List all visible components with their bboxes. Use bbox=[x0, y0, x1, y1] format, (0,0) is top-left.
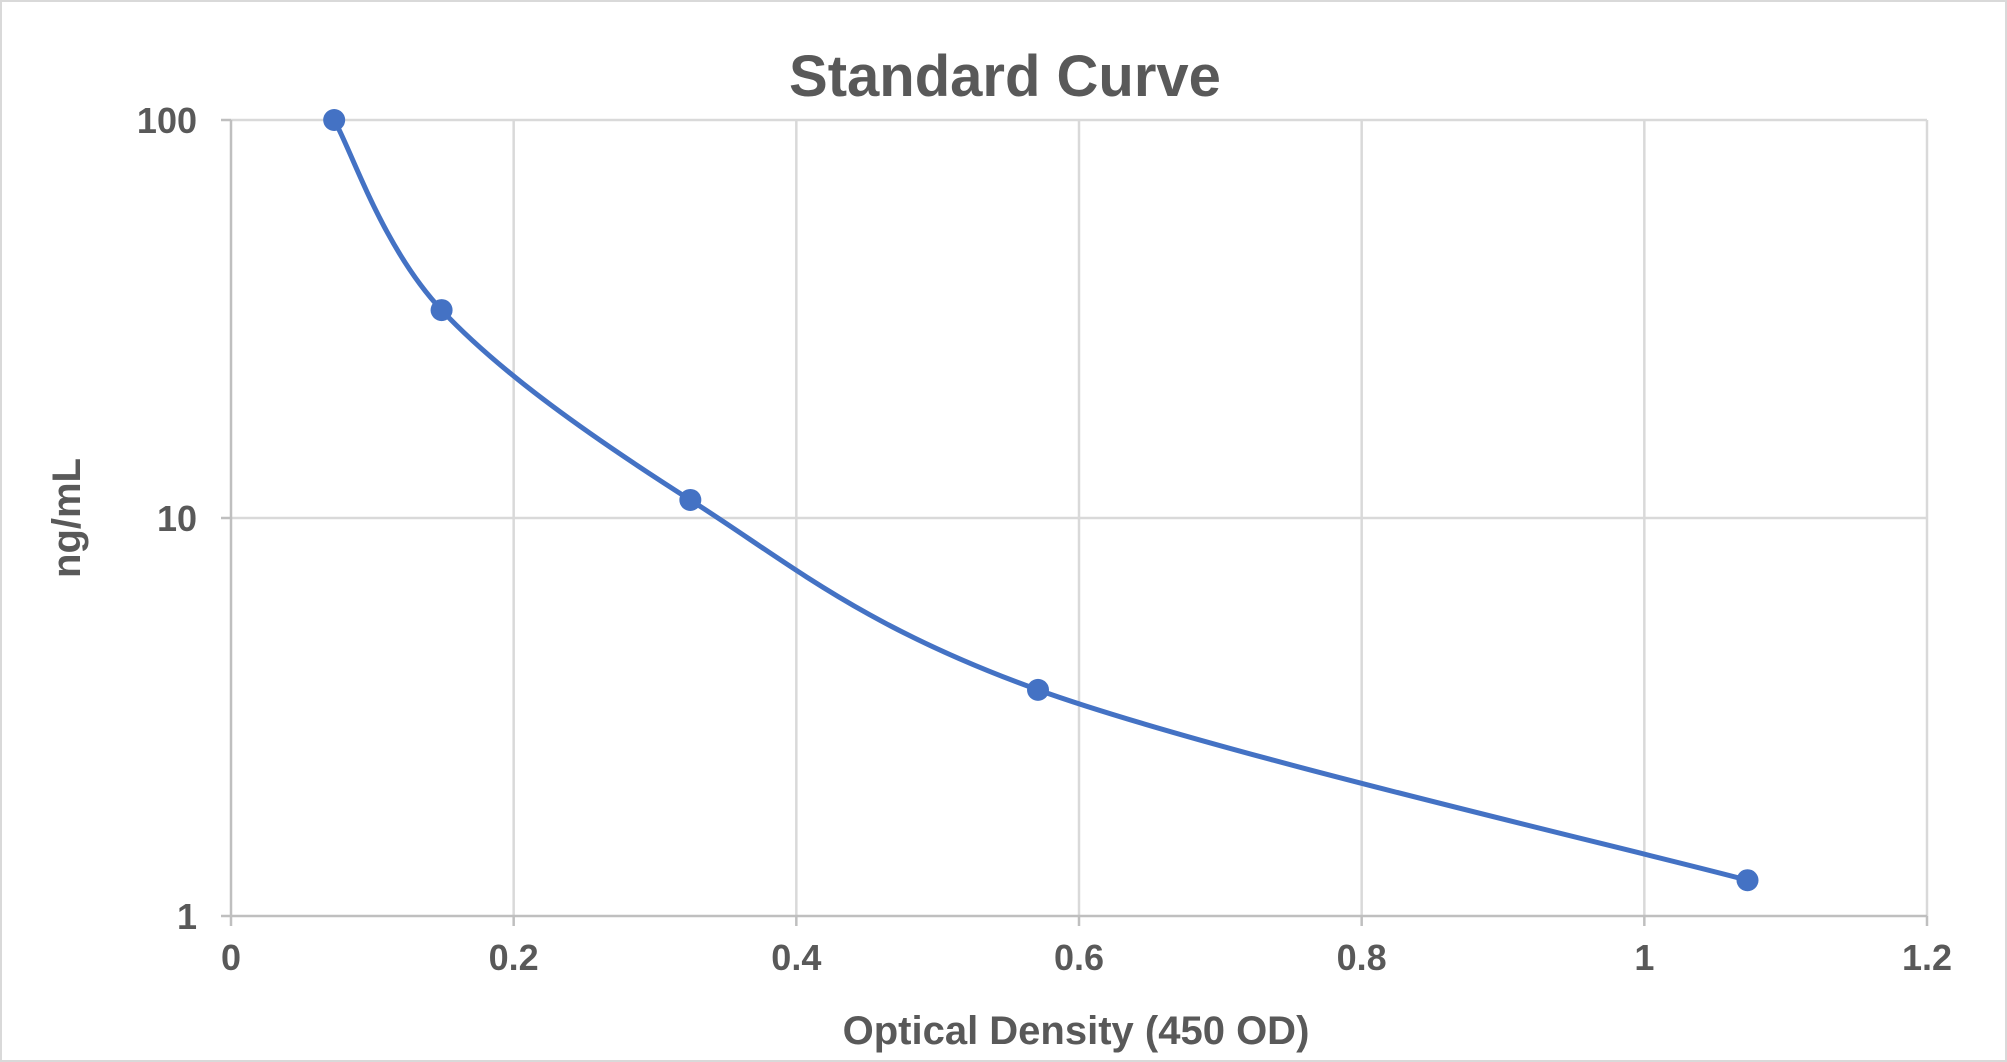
x-tick-label: 0 bbox=[221, 937, 241, 978]
data-point bbox=[1027, 678, 1050, 701]
x-tick-label: 0.2 bbox=[489, 937, 539, 978]
axes bbox=[221, 118, 1929, 926]
tick-labels: 0 0.2 0.4 0.6 0.8 1 1.2 1 10 100 bbox=[137, 100, 1952, 978]
y-tick-label: 1 bbox=[177, 896, 197, 937]
x-axis-title: Optical Density (450 OD) bbox=[843, 1009, 1310, 1053]
series-curve bbox=[323, 109, 1759, 892]
x-tick-label: 0.6 bbox=[1054, 937, 1104, 978]
data-point bbox=[679, 488, 702, 511]
x-tick-label: 0.8 bbox=[1337, 937, 1387, 978]
data-point bbox=[323, 109, 346, 131]
y-tick-label: 10 bbox=[157, 498, 197, 539]
grid bbox=[231, 118, 1929, 916]
series-line bbox=[331, 117, 1751, 883]
chart-title: Standard Curve bbox=[789, 44, 1221, 109]
x-tick-label: 1 bbox=[1634, 937, 1654, 978]
x-tick-label: 0.4 bbox=[771, 937, 821, 978]
y-axis-title: ng/mL bbox=[45, 458, 89, 578]
data-point bbox=[1736, 869, 1759, 892]
x-tick-label: 1.2 bbox=[1902, 937, 1952, 978]
data-point bbox=[430, 299, 453, 322]
y-tick-label: 100 bbox=[137, 100, 197, 141]
